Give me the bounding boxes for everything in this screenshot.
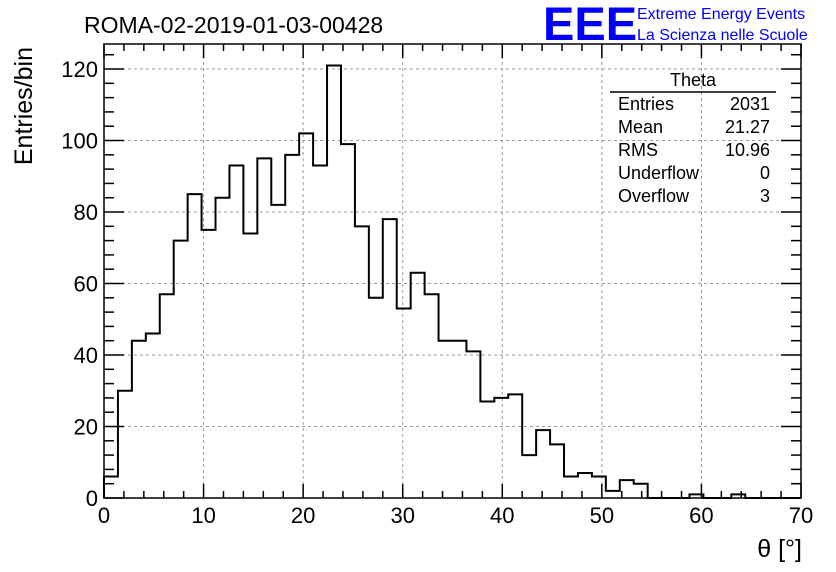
histogram-bin xyxy=(592,477,606,498)
histogram-bin xyxy=(160,294,174,498)
stats-label-underflow: Underflow xyxy=(618,163,700,183)
histogram-bin xyxy=(327,65,341,498)
histogram-bin xyxy=(550,444,564,498)
histogram-bin xyxy=(411,273,425,498)
histogram-bin xyxy=(466,351,480,498)
eee-logo-mark: EEE xyxy=(543,0,637,50)
x-tick-label: 50 xyxy=(590,503,614,528)
eee-logo-line1: Extreme Energy Events xyxy=(637,6,805,23)
stats-label-overflow: Overflow xyxy=(618,186,690,206)
chart-title: ROMA-02-2019-01-03-00428 xyxy=(84,12,383,38)
histogram-bin xyxy=(216,198,230,498)
y-tick-label: 120 xyxy=(61,57,98,82)
histogram-bin xyxy=(522,455,536,498)
histogram-bin xyxy=(118,391,132,498)
stats-title: Theta xyxy=(670,70,717,90)
x-tick-label: 0 xyxy=(98,503,110,528)
histogram-bin xyxy=(369,298,383,498)
histogram-bin xyxy=(634,484,648,498)
histogram-bin xyxy=(188,194,202,498)
y-axis-label: Entries/bin xyxy=(10,47,38,165)
stats-value-underflow: 0 xyxy=(760,163,770,183)
stats-box: Theta Entries 2031 Mean 21.27 RMS 10.96 … xyxy=(610,70,776,206)
y-tick-label: 100 xyxy=(61,129,98,154)
histogram-bin xyxy=(132,341,146,498)
y-tick-label: 20 xyxy=(74,415,98,440)
histogram-bin xyxy=(606,491,620,498)
x-tick-label: 60 xyxy=(689,503,713,528)
stats-value-entries: 2031 xyxy=(730,94,770,114)
histogram-bin xyxy=(313,166,327,498)
stats-value-mean: 21.27 xyxy=(725,117,770,137)
x-tick-labels: 0 10 20 30 40 50 60 70 xyxy=(98,503,813,528)
y-tick-labels: 0 20 40 60 80 100 120 xyxy=(61,57,98,511)
histogram-bin xyxy=(174,241,188,498)
histogram-bin xyxy=(536,430,550,498)
histogram-bin xyxy=(397,309,411,498)
plot-frame xyxy=(103,43,802,499)
histogram-bin xyxy=(341,144,355,498)
stats-label-entries: Entries xyxy=(618,94,674,114)
histogram-bin xyxy=(299,133,313,498)
x-tick-label: 70 xyxy=(789,503,813,528)
eee-logo: EEE Extreme Energy Events La Scienza nel… xyxy=(543,0,808,50)
histogram-bin xyxy=(229,166,243,498)
stats-label-rms: RMS xyxy=(618,140,658,160)
x-tick-label: 40 xyxy=(490,503,514,528)
histogram-bin xyxy=(453,341,467,498)
y-tick-label: 40 xyxy=(74,343,98,368)
histogram-bin xyxy=(146,334,160,498)
histogram-bin xyxy=(578,473,592,498)
histogram-bin xyxy=(104,477,118,498)
histogram-bin xyxy=(494,398,508,498)
histogram-outline xyxy=(103,64,801,499)
histogram-bin xyxy=(285,155,299,498)
histogram-bin xyxy=(271,205,285,498)
histogram-bin xyxy=(355,226,369,498)
histogram-bin xyxy=(243,233,257,498)
axis-ticks xyxy=(103,44,802,499)
histogram-bin xyxy=(508,394,522,498)
stats-label-mean: Mean xyxy=(618,117,663,137)
stats-value-overflow: 3 xyxy=(760,186,770,206)
stats-value-rms: 10.96 xyxy=(725,140,770,160)
x-axis-label: θ [°] xyxy=(757,535,802,563)
histogram-bin xyxy=(383,219,397,498)
histogram-bin xyxy=(564,477,578,498)
eee-logo-line2: La Scienza nelle Scuole xyxy=(637,27,808,44)
x-tick-label: 30 xyxy=(390,503,414,528)
y-tick-label: 60 xyxy=(74,272,98,297)
histogram-bin xyxy=(439,341,453,498)
grid-lines xyxy=(104,44,801,498)
y-tick-label: 0 xyxy=(86,486,98,511)
y-tick-label: 80 xyxy=(74,200,98,225)
histogram-bin xyxy=(480,401,494,498)
histogram-bin xyxy=(425,294,439,498)
histogram-bin xyxy=(257,158,271,498)
x-tick-label: 10 xyxy=(191,503,215,528)
x-tick-label: 20 xyxy=(291,503,315,528)
